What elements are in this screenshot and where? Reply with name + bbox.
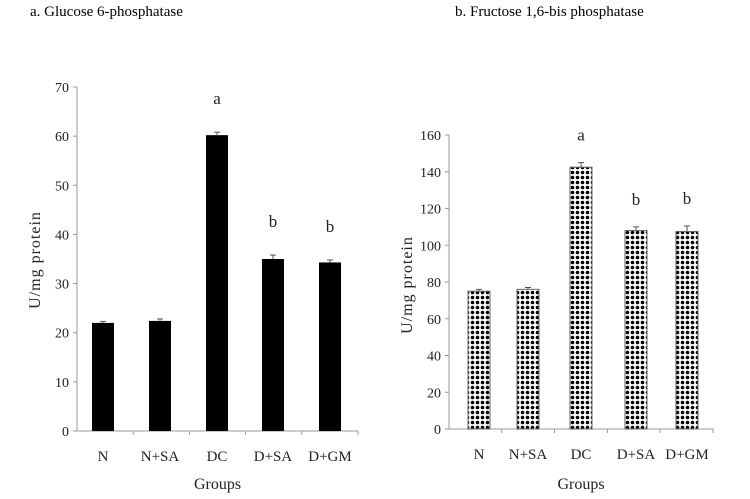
chart-b-bar xyxy=(624,230,648,430)
chart-a-y-tick-label: 40 xyxy=(55,228,69,243)
chart-a-y-tick-label: 50 xyxy=(55,179,69,194)
chart-b-x-axis-label: Groups xyxy=(557,476,604,493)
chart-b-y-tick-label: 0 xyxy=(434,423,441,438)
chart-b-significance-label: b xyxy=(632,190,641,209)
chart-a-x-tick-label: DC xyxy=(207,449,228,465)
chart-a-bar xyxy=(206,135,228,431)
chart-a-significance-label: b xyxy=(269,212,278,231)
chart-a-y-tick-label: 10 xyxy=(55,376,69,391)
chart-a-bar xyxy=(149,320,171,431)
chart-b-bar xyxy=(467,290,491,430)
chart-a-x-tick-label: N+SA xyxy=(141,449,180,465)
chart-a-significance-label: b xyxy=(326,217,335,236)
chart-a-y-tick-label: 70 xyxy=(55,81,69,96)
chart-b-y-tick-label: 160 xyxy=(420,129,441,144)
chart-a-x-axis-label: Groups xyxy=(194,476,241,493)
chart-a-y-tick-label: 30 xyxy=(55,278,69,293)
chart-b-y-axis-label: U/mg protein xyxy=(399,236,416,334)
chart-b-y-tick-label: 80 xyxy=(427,276,441,291)
chart-a-y-tick-label: 20 xyxy=(55,327,69,342)
chart-b-bar xyxy=(675,230,699,430)
chart-a-y-axis-label: U/mg protein xyxy=(27,211,44,309)
chart-b-y-tick-label: 20 xyxy=(427,386,441,401)
chart-b-y-tick-label: 40 xyxy=(427,350,441,365)
chart-b-bar xyxy=(569,166,593,430)
chart-b-bar xyxy=(516,288,540,430)
chart-a-bar xyxy=(262,259,284,431)
chart-b-y-tick-label: 120 xyxy=(420,203,441,218)
chart-a-title: a. Glucose 6-phosphatase xyxy=(30,4,183,20)
chart-b-x-tick-label: D+GM xyxy=(665,447,708,463)
chart-a-x-tick-label: D+GM xyxy=(308,449,351,465)
chart-a-significance-label: a xyxy=(213,89,221,108)
chart-b-x-tick-label: DC xyxy=(571,447,592,463)
chart-b-y-tick-label: 100 xyxy=(420,239,441,254)
chart-a-x-tick-label: D+SA xyxy=(254,449,293,465)
chart-b-significance-label: a xyxy=(577,126,585,145)
chart-a-y-tick-label: 60 xyxy=(55,130,69,145)
chart-a-y-tick-label: 0 xyxy=(62,425,69,440)
chart-a-x-tick-label: N xyxy=(98,449,109,465)
chart-b-y-tick-label: 140 xyxy=(420,166,441,181)
chart-b-significance-label: b xyxy=(683,189,692,208)
chart-b-y-tick-label: 60 xyxy=(427,313,441,328)
chart-b-title: b. Fructose 1,6-bis phosphatase xyxy=(455,4,644,20)
chart-b-x-tick-label: D+SA xyxy=(617,447,656,463)
chart-a-bar xyxy=(319,262,341,431)
chart-b-x-tick-label: N+SA xyxy=(509,447,548,463)
chart-b-x-tick-label: N xyxy=(474,447,485,463)
chart-a-bar xyxy=(92,322,114,431)
